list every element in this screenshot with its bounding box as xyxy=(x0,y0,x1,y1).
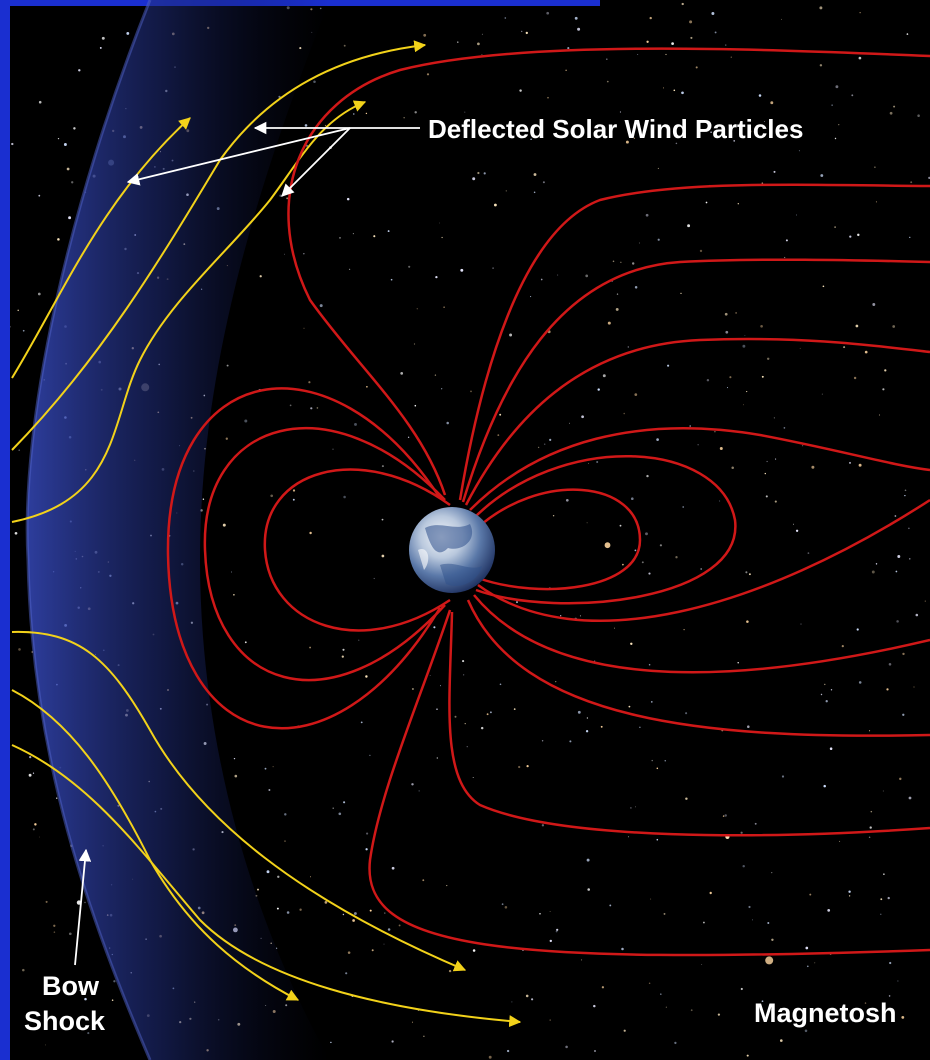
field-line xyxy=(203,427,446,682)
label-pointers xyxy=(74,121,420,966)
frame-left-edge xyxy=(0,0,10,1060)
solar-wind-lines xyxy=(11,40,522,1028)
field-line xyxy=(473,594,930,674)
field-line xyxy=(458,183,930,501)
field-line xyxy=(287,47,930,496)
solar-wind-line xyxy=(11,117,191,379)
field-line xyxy=(466,599,930,737)
field-line xyxy=(166,387,442,730)
field-line xyxy=(368,609,930,957)
solar-wind-line xyxy=(11,744,522,1028)
field-line xyxy=(263,468,451,632)
field-line xyxy=(448,611,930,837)
field-line xyxy=(474,488,642,591)
deflected-solar-wind-label: Deflected Solar Wind Particles xyxy=(428,114,803,144)
magnetosphere-label: Magnetosh xyxy=(754,998,897,1028)
field-line xyxy=(471,455,737,605)
field-line xyxy=(469,427,930,511)
bow-shock-region xyxy=(27,0,330,1060)
solar-wind-line xyxy=(11,630,467,972)
pointer-arrow xyxy=(74,848,92,966)
magnetic-field-lines xyxy=(166,47,930,957)
field-line xyxy=(477,498,930,622)
bow-label: Bow xyxy=(42,971,100,1001)
earth-globe-icon xyxy=(409,507,495,593)
pointer-arrow xyxy=(281,127,351,197)
solar-wind-line xyxy=(11,100,367,523)
shock-label: Shock xyxy=(24,1006,106,1036)
bow-shock-front xyxy=(25,0,152,1060)
field-line xyxy=(461,258,930,503)
solar-wind-line xyxy=(11,40,427,451)
pointer-arrow xyxy=(126,127,351,186)
field-line xyxy=(464,337,930,506)
